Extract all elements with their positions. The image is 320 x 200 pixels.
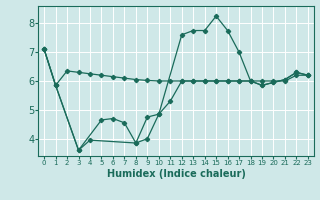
X-axis label: Humidex (Indice chaleur): Humidex (Indice chaleur) <box>107 169 245 179</box>
